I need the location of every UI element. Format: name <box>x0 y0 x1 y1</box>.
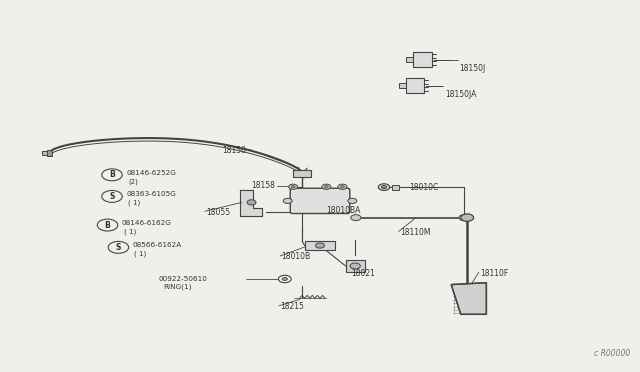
Text: 18150J: 18150J <box>460 64 486 73</box>
Circle shape <box>97 219 118 231</box>
Polygon shape <box>451 283 486 314</box>
Text: 08363-6105G: 08363-6105G <box>126 191 176 197</box>
Circle shape <box>461 214 474 221</box>
Text: 18010C: 18010C <box>410 183 439 192</box>
Text: S: S <box>109 192 115 201</box>
FancyBboxPatch shape <box>291 188 349 214</box>
Bar <box>42 151 52 155</box>
Text: 18215: 18215 <box>280 302 304 311</box>
Circle shape <box>298 172 307 177</box>
Circle shape <box>459 215 469 221</box>
Bar <box>346 260 365 272</box>
Circle shape <box>381 186 387 189</box>
Text: B: B <box>109 170 115 179</box>
Circle shape <box>102 190 122 202</box>
Circle shape <box>283 198 292 203</box>
Circle shape <box>316 243 324 248</box>
Bar <box>399 83 406 88</box>
Bar <box>293 170 311 177</box>
Circle shape <box>410 83 420 89</box>
Text: 18021: 18021 <box>351 269 374 278</box>
Bar <box>47 150 52 156</box>
Circle shape <box>351 215 361 221</box>
Circle shape <box>350 263 360 269</box>
Text: (2): (2) <box>128 178 138 185</box>
Bar <box>413 52 432 67</box>
Text: ( 1): ( 1) <box>124 228 136 235</box>
Text: 00922-50610: 00922-50610 <box>159 276 207 282</box>
Circle shape <box>417 57 428 62</box>
Text: 18158: 18158 <box>252 182 275 190</box>
Circle shape <box>289 184 298 189</box>
Text: 08146-6162G: 08146-6162G <box>122 220 172 226</box>
Text: 18110F: 18110F <box>480 269 508 278</box>
Text: RING(1): RING(1) <box>163 283 192 290</box>
Text: 18110M: 18110M <box>400 228 431 237</box>
Text: ( 1): ( 1) <box>128 200 140 206</box>
Circle shape <box>291 186 295 188</box>
Circle shape <box>282 278 287 280</box>
Text: 18010B: 18010B <box>282 252 311 261</box>
Circle shape <box>278 275 291 283</box>
Text: c R00000: c R00000 <box>594 349 630 358</box>
Text: 08146-6252G: 08146-6252G <box>126 170 176 176</box>
Circle shape <box>324 186 328 188</box>
Text: ( 1): ( 1) <box>134 251 147 257</box>
Bar <box>406 78 424 93</box>
Circle shape <box>338 184 347 189</box>
Bar <box>406 57 413 62</box>
Circle shape <box>340 186 344 188</box>
Text: S: S <box>116 243 121 252</box>
Bar <box>305 241 335 250</box>
Circle shape <box>348 198 357 203</box>
Text: 18055: 18055 <box>206 208 230 217</box>
Circle shape <box>247 200 256 205</box>
Circle shape <box>108 241 129 253</box>
Polygon shape <box>240 190 262 216</box>
Text: 18150JA: 18150JA <box>445 90 476 99</box>
Text: 08566-6162A: 08566-6162A <box>132 242 182 248</box>
Circle shape <box>102 169 122 181</box>
Bar <box>392 185 399 190</box>
Text: 18150: 18150 <box>223 146 246 155</box>
Circle shape <box>322 184 331 189</box>
Text: 18010BA: 18010BA <box>326 206 361 215</box>
Text: B: B <box>105 221 110 230</box>
Circle shape <box>378 184 390 190</box>
